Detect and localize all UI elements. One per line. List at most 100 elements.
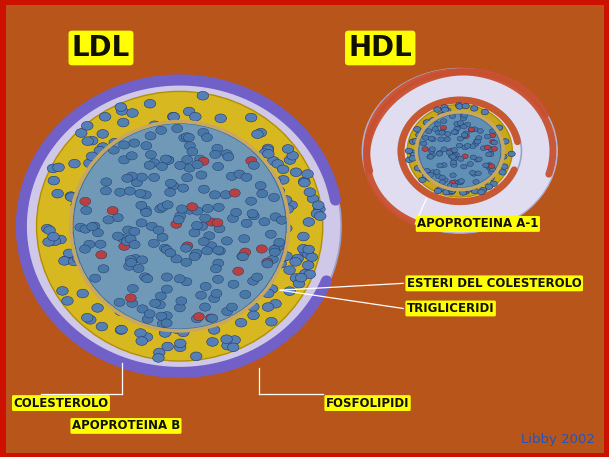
Circle shape [426, 156, 434, 161]
Circle shape [471, 106, 478, 111]
Circle shape [148, 252, 160, 261]
Circle shape [171, 220, 181, 228]
Circle shape [136, 201, 147, 209]
Circle shape [460, 155, 468, 161]
Circle shape [429, 153, 435, 158]
Circle shape [95, 240, 106, 248]
Circle shape [470, 181, 477, 186]
Circle shape [229, 336, 241, 345]
Circle shape [448, 189, 455, 195]
Circle shape [446, 150, 453, 156]
Circle shape [438, 139, 446, 144]
Circle shape [115, 239, 127, 247]
Circle shape [233, 291, 244, 299]
Circle shape [481, 109, 488, 115]
Circle shape [125, 235, 136, 243]
Circle shape [155, 282, 167, 290]
Text: COLESTEROLO: COLESTEROLO [13, 397, 108, 409]
Circle shape [122, 174, 133, 182]
Circle shape [449, 137, 456, 143]
Circle shape [153, 226, 164, 234]
Circle shape [202, 314, 214, 322]
Circle shape [156, 312, 167, 320]
Circle shape [220, 206, 231, 214]
Circle shape [473, 149, 481, 154]
Circle shape [284, 156, 296, 165]
Circle shape [277, 165, 289, 174]
Circle shape [245, 197, 256, 205]
Circle shape [488, 147, 495, 152]
Circle shape [97, 130, 108, 138]
Circle shape [178, 184, 189, 192]
Circle shape [183, 107, 195, 116]
Circle shape [442, 140, 449, 146]
Circle shape [257, 252, 269, 260]
Circle shape [161, 325, 173, 334]
Circle shape [488, 152, 494, 156]
Circle shape [149, 159, 160, 167]
Circle shape [162, 342, 174, 351]
Circle shape [144, 99, 156, 108]
Circle shape [274, 238, 285, 246]
Circle shape [185, 210, 197, 218]
Circle shape [487, 159, 495, 165]
Circle shape [176, 297, 187, 305]
Circle shape [269, 248, 280, 256]
Circle shape [478, 189, 485, 195]
Circle shape [434, 170, 440, 174]
Circle shape [474, 139, 480, 143]
Ellipse shape [398, 98, 521, 204]
Circle shape [457, 156, 464, 161]
Circle shape [186, 188, 198, 197]
Circle shape [153, 348, 165, 357]
Circle shape [262, 289, 274, 298]
Circle shape [195, 289, 206, 298]
Circle shape [181, 277, 192, 286]
Circle shape [196, 171, 207, 179]
Circle shape [426, 175, 433, 181]
Circle shape [181, 258, 192, 266]
Circle shape [449, 154, 456, 159]
Circle shape [222, 283, 233, 292]
Circle shape [104, 295, 116, 304]
Circle shape [447, 149, 454, 154]
Text: HDL: HDL [348, 34, 412, 62]
Circle shape [467, 162, 473, 166]
Circle shape [423, 120, 431, 125]
Circle shape [233, 258, 244, 266]
Circle shape [145, 185, 157, 193]
Circle shape [460, 152, 468, 158]
Circle shape [135, 329, 146, 337]
Circle shape [146, 222, 157, 230]
Circle shape [488, 164, 495, 169]
Circle shape [252, 200, 264, 209]
Circle shape [485, 184, 493, 189]
Circle shape [462, 188, 469, 193]
Circle shape [468, 127, 474, 132]
Circle shape [182, 284, 194, 292]
Circle shape [464, 143, 471, 148]
Circle shape [446, 159, 454, 165]
Circle shape [161, 273, 172, 281]
Circle shape [100, 268, 112, 277]
Circle shape [290, 168, 302, 176]
Circle shape [161, 285, 172, 293]
Circle shape [118, 234, 128, 243]
Circle shape [298, 178, 310, 187]
Circle shape [258, 170, 270, 179]
Circle shape [270, 213, 281, 221]
Circle shape [300, 248, 311, 256]
Circle shape [184, 164, 195, 172]
Circle shape [151, 143, 163, 152]
Circle shape [473, 142, 479, 146]
Circle shape [252, 130, 263, 138]
Circle shape [81, 206, 92, 214]
Circle shape [186, 239, 198, 248]
Circle shape [227, 214, 238, 223]
Circle shape [465, 115, 473, 120]
Circle shape [470, 120, 477, 125]
Circle shape [488, 140, 495, 146]
Circle shape [266, 285, 278, 293]
Circle shape [221, 237, 232, 245]
Circle shape [206, 242, 217, 250]
